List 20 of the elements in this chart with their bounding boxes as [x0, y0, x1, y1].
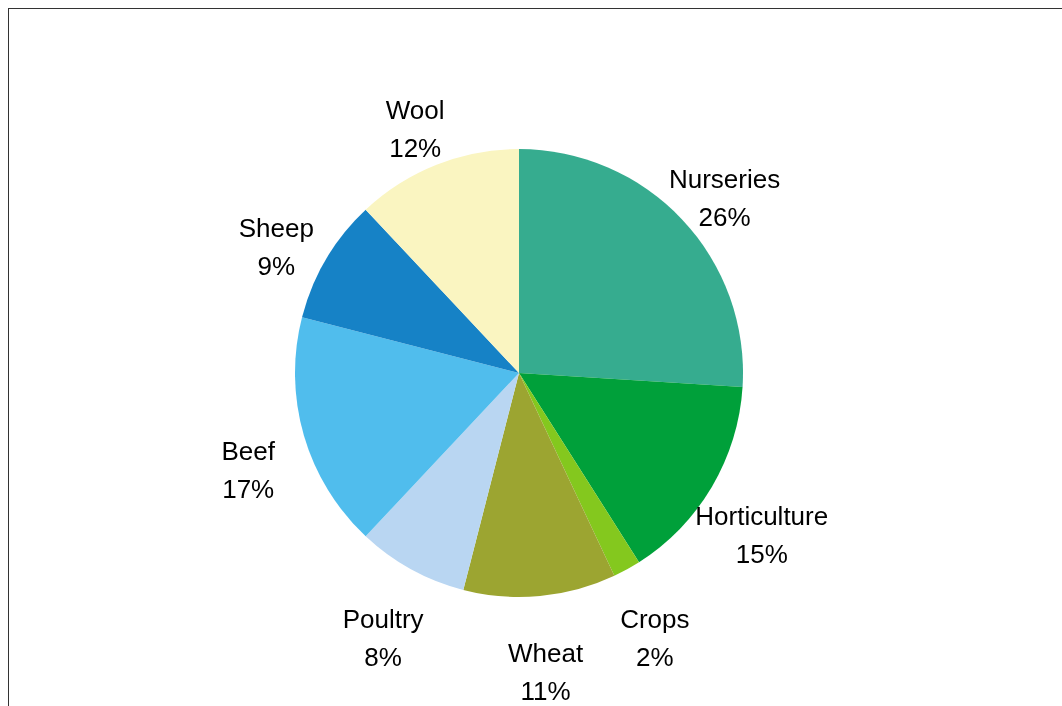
- slice-label: Wheat: [507, 637, 584, 668]
- data-label: 15%: [735, 538, 788, 569]
- slice-label: Wool: [385, 94, 445, 125]
- data-label: 26%: [698, 201, 751, 232]
- slice-label: Crops: [620, 604, 690, 635]
- data-label: 2%: [636, 642, 674, 673]
- pie-slice: [519, 373, 640, 576]
- data-label: 12%: [389, 132, 442, 163]
- slice-label: Horticulture: [695, 500, 829, 531]
- pie-slice: [463, 373, 615, 597]
- slice-label: Sheep: [238, 213, 314, 244]
- slice-label: Beef: [221, 435, 276, 466]
- data-label: 11%: [520, 675, 571, 706]
- pie-slice: [295, 317, 519, 537]
- data-label: 9%: [257, 251, 296, 282]
- data-label: 17%: [222, 473, 275, 504]
- slice-label: Nurseries: [668, 163, 781, 194]
- pie-slice: [365, 373, 519, 590]
- data-label: 8%: [364, 642, 402, 673]
- slice-label: Poultry: [342, 604, 424, 635]
